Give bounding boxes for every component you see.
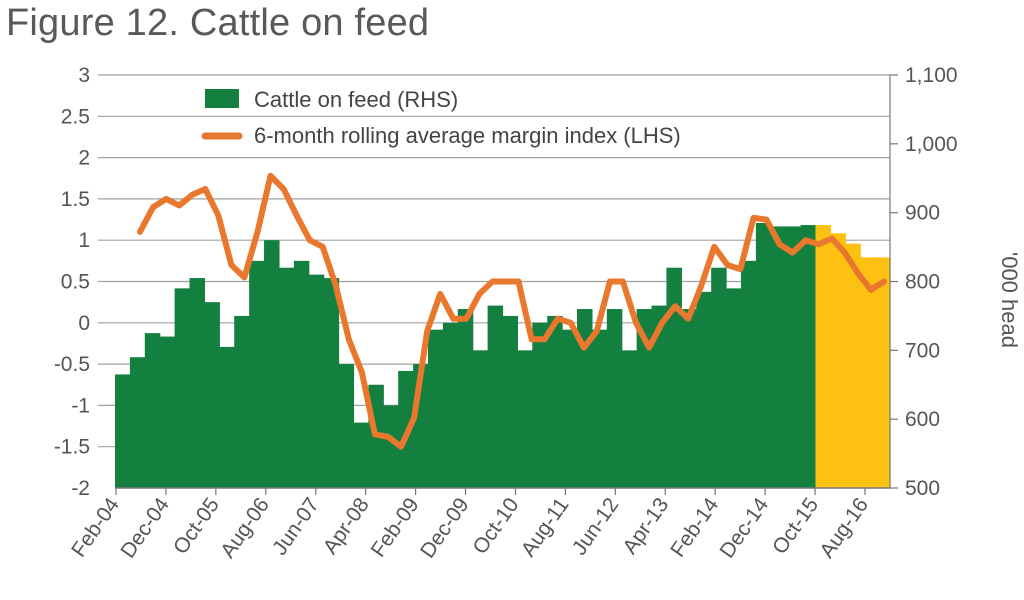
right-tick-label: 1,000 [905,133,958,156]
x-tick-label: Dec-14 [716,493,774,562]
bar [785,226,802,488]
legend-label-bars: Cattle on feed (RHS) [254,87,458,112]
bar [129,357,146,488]
right-tick-label: 1,100 [905,64,958,87]
left-tick-label: 3 [78,64,90,87]
bar [159,336,176,488]
right-tick-label: 700 [905,339,940,362]
x-tick-label: Dec-09 [416,494,474,563]
bar [353,422,369,488]
right-tick-label: 500 [905,477,940,500]
x-tick-label: Aug-16 [815,494,873,563]
bar [740,260,757,488]
left-tick-label: 0.5 [61,271,90,294]
right-tick-label: 600 [905,408,940,431]
x-tick-label: Aug-11 [517,494,574,561]
bar [800,225,817,488]
bar [293,260,310,488]
bar [323,278,340,488]
bar [115,374,131,488]
x-tick-label: Apr-13 [618,494,673,559]
left-tick-label: 2 [78,147,90,170]
bar [681,309,697,488]
bar [815,225,831,488]
x-tick-label: Jun-07 [268,494,324,560]
bar [651,305,668,488]
left-tick-label: -1.5 [54,436,90,459]
bar [696,291,712,488]
left-tick-label: -1 [71,394,90,417]
bar [517,350,533,488]
margin-line [137,172,887,450]
bar [636,309,653,488]
bar [487,305,504,488]
bar [472,350,489,488]
x-tick-label: Feb-04 [67,493,124,561]
left-tick-label: 1.5 [61,188,90,211]
chart-title: Figure 12. Cattle on feed [6,2,430,44]
x-tick-label: Aug-06 [216,494,274,563]
x-tick-label: Dec-04 [116,493,174,562]
bar [726,288,742,488]
bar [875,257,891,488]
bar [547,315,563,488]
x-tick-label: Feb-14 [666,493,723,561]
x-tick-label: Apr-08 [319,494,374,559]
bar [234,315,250,488]
left-tick-label: 0 [78,312,90,335]
bar [755,222,772,489]
bar [666,267,682,488]
bar [219,346,235,488]
left-tick-label: 1 [78,229,90,252]
x-tick-label: Oct-10 [469,494,524,559]
bar [278,267,295,488]
bar [711,267,727,488]
bar [144,333,161,489]
bar [532,322,548,488]
legend-swatch-bars [205,89,239,108]
left-tick-label: -0.5 [54,353,90,376]
cattle-bars [115,222,891,489]
bar [577,309,593,488]
bar [621,350,638,488]
left-tick-label: -2 [71,477,90,500]
bar [502,315,518,488]
bar [189,278,206,488]
x-tick-label: Jun-12 [568,494,624,560]
legend-label-line: 6-month rolling average margin index (LH… [254,123,681,148]
bar [427,329,444,488]
bar [442,322,459,488]
bar [457,309,474,488]
bar [830,233,846,488]
bar [174,288,191,488]
bar [249,260,265,488]
bar [591,329,608,488]
left-tick-label: 2.5 [61,105,90,128]
right-tick-label: 900 [905,202,940,225]
right-tick-label: 800 [905,271,940,294]
bar [845,243,861,488]
bar [308,274,325,488]
margin-line-path [137,172,887,450]
bar [264,240,280,488]
bar [383,405,399,488]
bar [770,226,787,488]
legend: Cattle on feed (RHS) 6-month rolling ave… [201,87,681,148]
bar [860,257,876,488]
bar [338,364,355,488]
bar [204,302,220,488]
bar [562,329,578,488]
right-axis-label: '000 head [997,252,1022,348]
x-tick-label: Feb-09 [367,494,424,562]
bar [606,309,623,488]
